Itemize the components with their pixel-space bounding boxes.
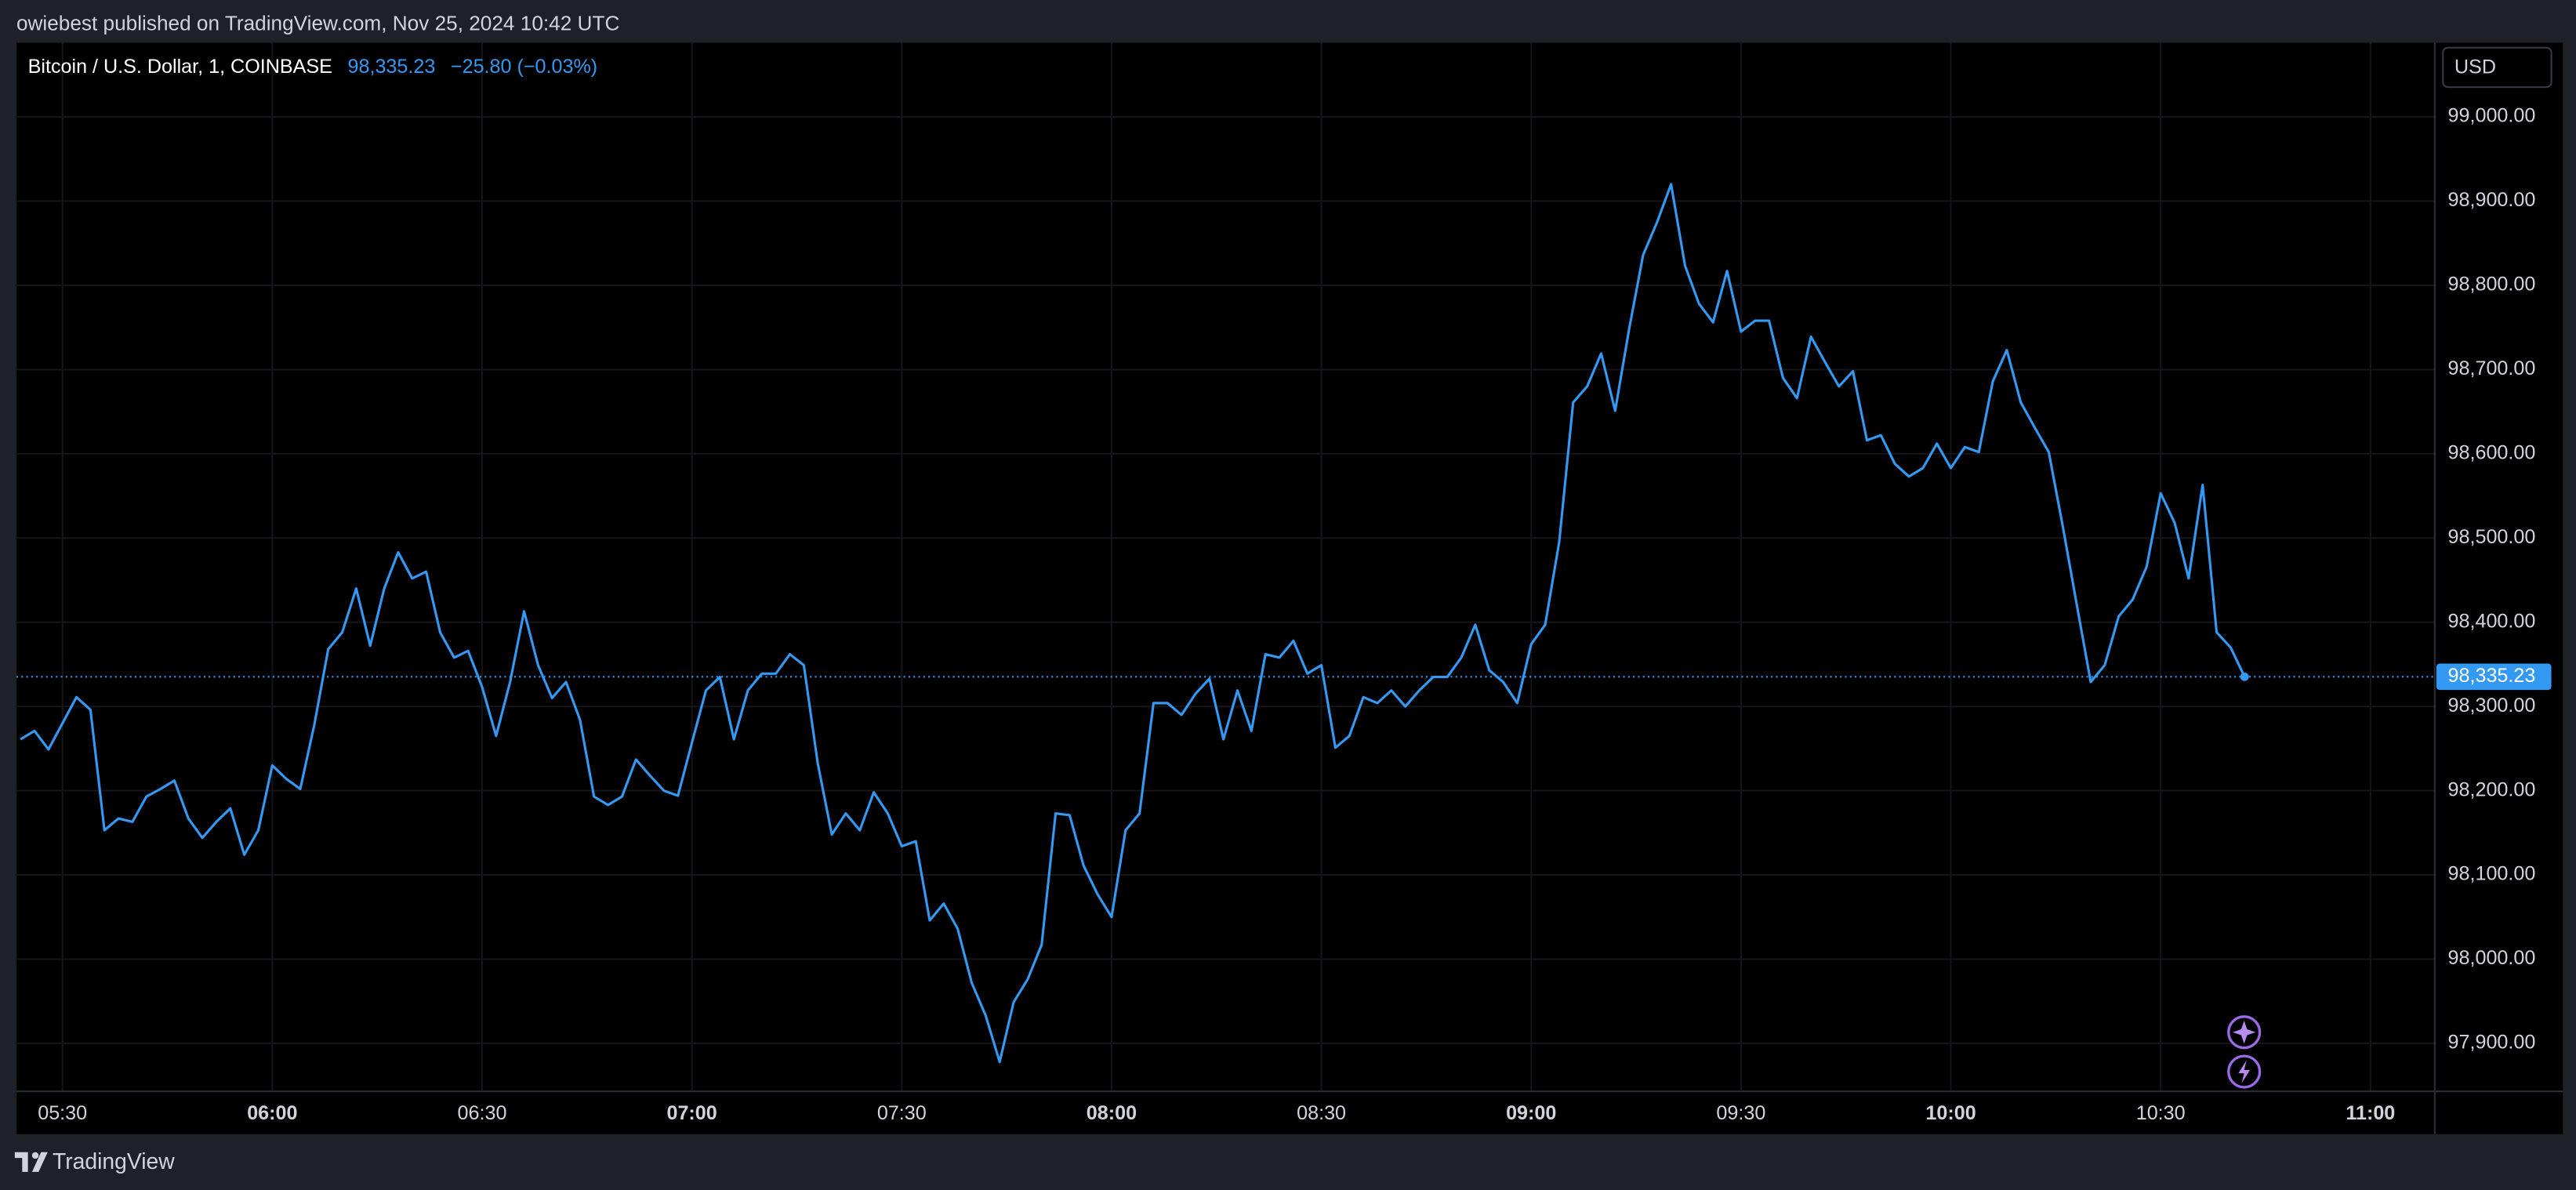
x-tick-label: 10:00 (1925, 1102, 1976, 1124)
y-tick-label: 98,500.00 (2448, 526, 2536, 548)
y-tick-label: 98,400.00 (2448, 610, 2536, 632)
currency-button[interactable] (2442, 46, 2552, 89)
y-tick-label: 98,900.00 (2448, 189, 2536, 211)
y-tick-label: 99,000.00 (2448, 105, 2536, 127)
chart-header: Bitcoin / U.S. Dollar, 1, COINBASE 98,33… (28, 56, 598, 78)
brand-name: TradingView (53, 1148, 175, 1174)
x-tick-label: 11:00 (2346, 1102, 2395, 1124)
x-tick-label: 07:00 (666, 1102, 717, 1124)
y-tick-label: 98,000.00 (2448, 947, 2536, 969)
last-point (2240, 672, 2249, 681)
x-tick-label: 09:00 (1506, 1102, 1556, 1124)
y-tick-label: 98,700.00 (2448, 357, 2536, 379)
assist-button[interactable] (2227, 1015, 2262, 1050)
x-tick-label: 06:00 (247, 1102, 297, 1124)
alert-button[interactable] (2227, 1054, 2262, 1089)
star-icon (2233, 1021, 2256, 1044)
logo-mark (14, 1152, 48, 1172)
last-price-axis-label: 98,335.23 (2448, 665, 2536, 687)
bolt-icon (2238, 1060, 2251, 1083)
x-tick-label: 07:30 (877, 1102, 927, 1124)
chart-panel (16, 42, 2563, 1134)
y-tick-label: 97,900.00 (2448, 1032, 2536, 1054)
axes: 97,900.00 98,000.00 98,100.00 98,200.00 98,3… (38, 105, 2552, 1124)
price-line (20, 183, 2246, 1064)
plot (16, 183, 2435, 1064)
brand-logo[interactable]: TradingView (14, 1148, 175, 1174)
price-change: −25.80 (−0.03%) (451, 56, 597, 78)
last-price-badge (2436, 663, 2552, 691)
last-price: 98,335.23 (348, 56, 436, 78)
y-tick-label: 98,200.00 (2448, 778, 2536, 800)
x-tick-label: 05:30 (38, 1102, 87, 1124)
y-tick-label: 98,300.00 (2448, 695, 2536, 717)
y-tick-label: 98,600.00 (2448, 441, 2536, 463)
y-tick-label: 98,800.00 (2448, 274, 2536, 296)
x-tick-label: 08:00 (1087, 1102, 1137, 1124)
x-tick-label: 06:30 (458, 1102, 507, 1124)
currency-label: USD (2454, 56, 2496, 78)
x-tick-label: 10:30 (2136, 1102, 2186, 1124)
publisher-note: owiebest published on TradingView.com, N… (16, 11, 619, 34)
grid (16, 42, 2435, 1092)
y-tick-label: 98,100.00 (2448, 863, 2536, 885)
x-tick-label: 08:30 (1297, 1102, 1346, 1124)
x-tick-label: 09:30 (1716, 1102, 1765, 1124)
symbol-title: Bitcoin / U.S. Dollar, 1, COINBASE (28, 56, 332, 78)
